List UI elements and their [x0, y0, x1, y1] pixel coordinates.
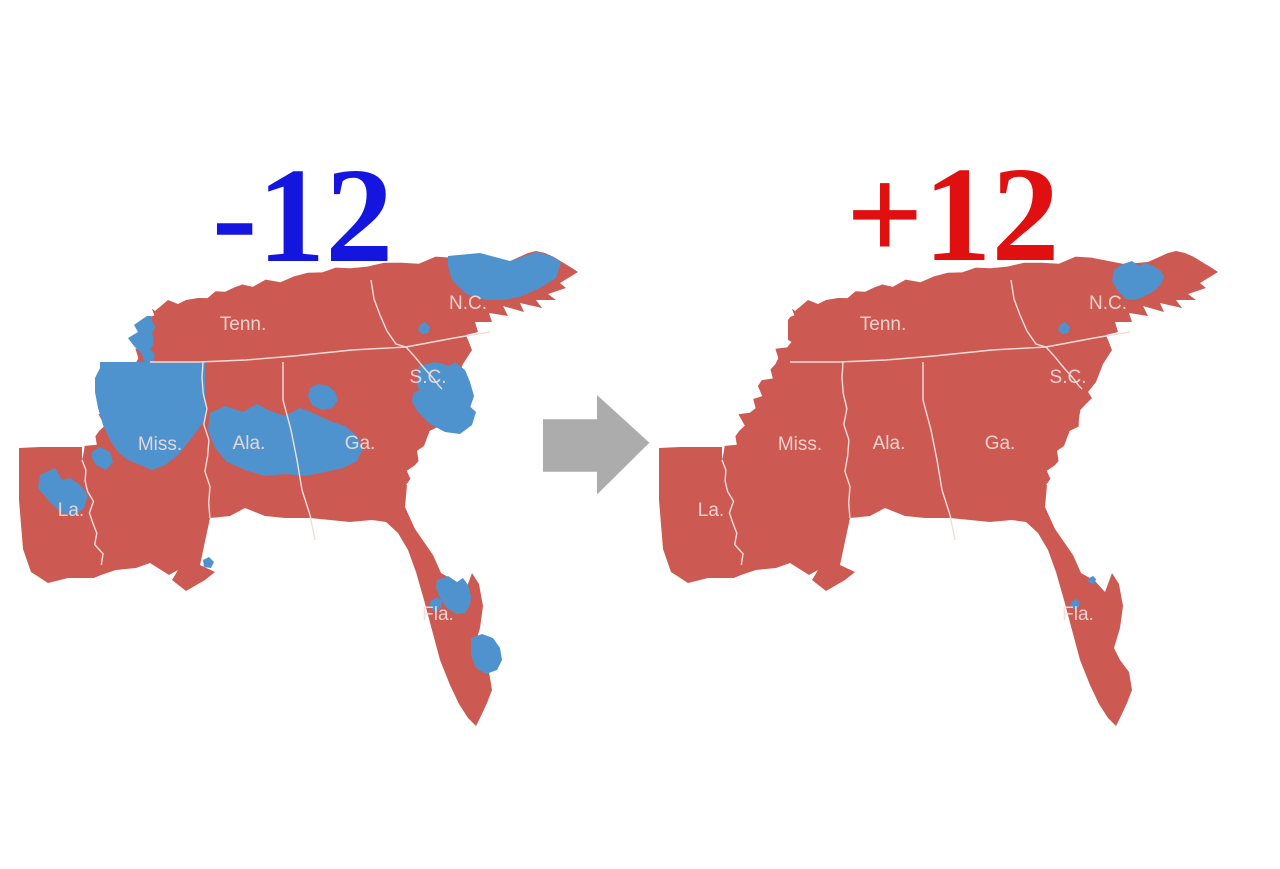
svg-text:S.C.: S.C.	[410, 367, 447, 388]
svg-text:Miss.: Miss.	[138, 434, 182, 455]
svg-text:N.C.: N.C.	[1089, 293, 1127, 314]
svg-text:Ala.: Ala.	[233, 433, 266, 454]
svg-text:La.: La.	[58, 500, 84, 521]
svg-text:N.C.: N.C.	[449, 293, 487, 314]
svg-text:Fla.: Fla.	[1062, 604, 1094, 625]
svg-text:La.: La.	[698, 500, 724, 521]
svg-text:Miss.: Miss.	[778, 434, 822, 455]
svg-text:Ga.: Ga.	[985, 433, 1016, 454]
svg-text:Fla.: Fla.	[422, 604, 454, 625]
svg-text:Tenn.: Tenn.	[220, 314, 266, 335]
svg-text:Tenn.: Tenn.	[860, 314, 906, 335]
svg-text:Ga.: Ga.	[345, 433, 376, 454]
svg-text:Ala.: Ala.	[873, 433, 906, 454]
svg-text:S.C.: S.C.	[1050, 367, 1087, 388]
